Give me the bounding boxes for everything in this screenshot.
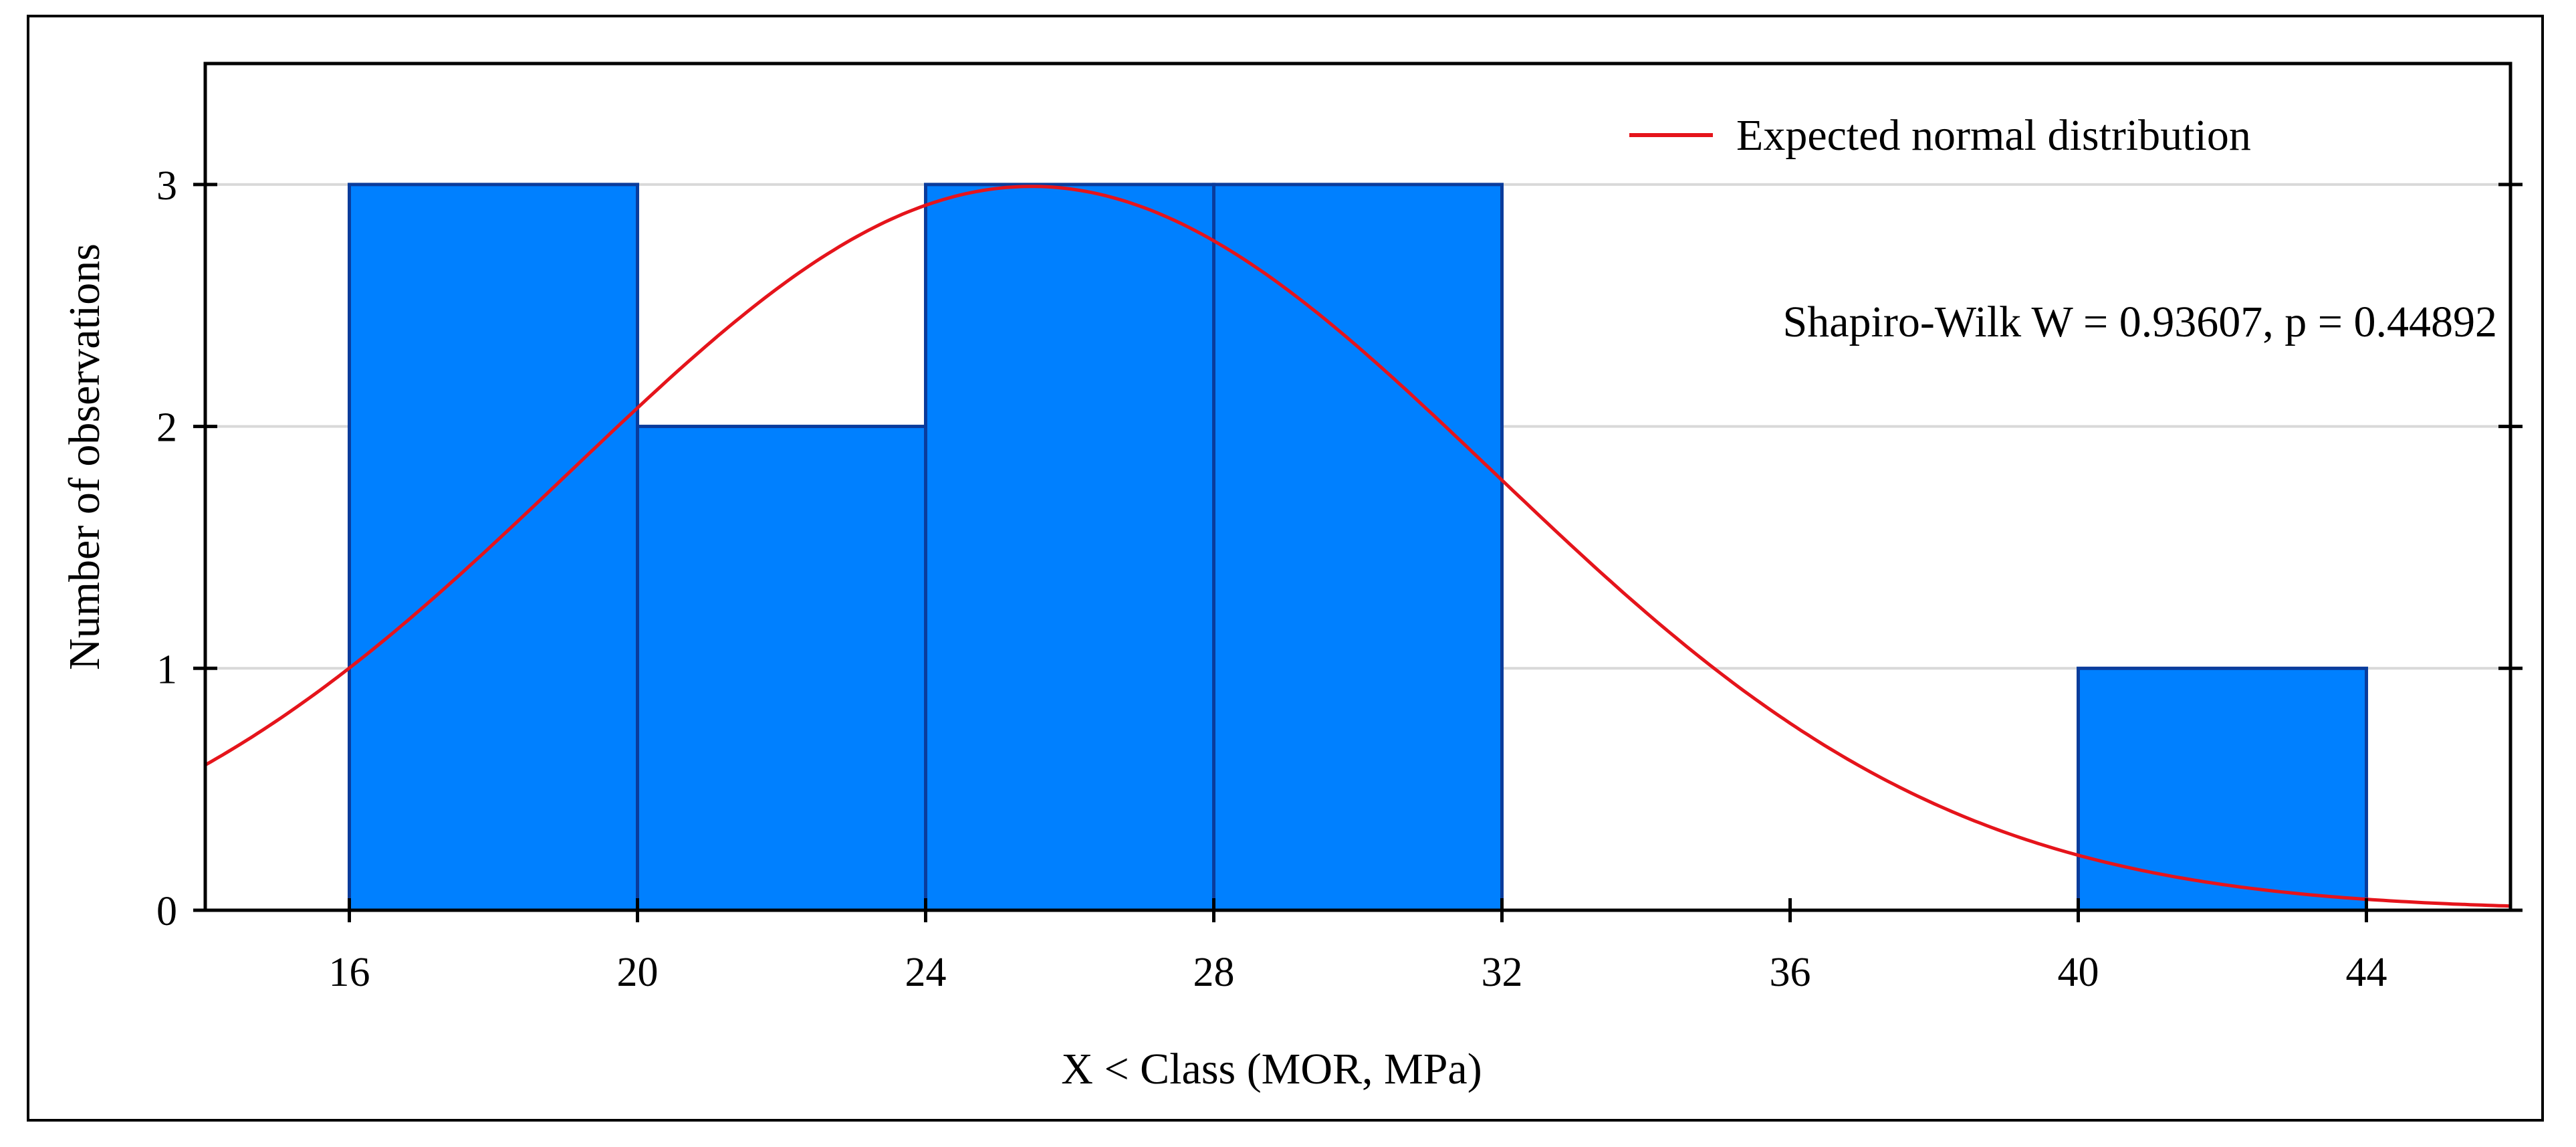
x-tick-label-40: 40 bbox=[2058, 950, 2099, 995]
histogram-bar-16-20 bbox=[348, 183, 639, 912]
chart-frame bbox=[27, 15, 2544, 1122]
x-tick-label-36: 36 bbox=[1770, 950, 1811, 995]
ticks-layer: 16 20 24 28 32 36 40 44 0 1 2 3 bbox=[156, 163, 2523, 995]
x-tick-label-44: 44 bbox=[2346, 950, 2387, 995]
plot-area-border bbox=[203, 62, 2512, 912]
normal-curve-line bbox=[204, 185, 2511, 908]
x-tick-label-32: 32 bbox=[1482, 950, 1523, 995]
x-tick-label-28: 28 bbox=[1193, 950, 1235, 995]
x-tick-label-16: 16 bbox=[329, 950, 370, 995]
x-tick-label-20: 20 bbox=[617, 950, 659, 995]
bars-layer bbox=[348, 183, 2368, 912]
x-axis-title: X < Class (MOR, MPa) bbox=[1061, 1045, 1482, 1093]
y-tick-label-0: 0 bbox=[156, 889, 177, 934]
histogram-bar-24-28 bbox=[924, 183, 1215, 912]
legend-label: Expected normal distribution bbox=[1736, 111, 2251, 160]
y-axis-title: Number of observations bbox=[60, 243, 109, 670]
y-tick-label-3: 3 bbox=[156, 163, 177, 209]
histogram-bar-40-44 bbox=[2077, 666, 2368, 912]
histogram-bar-28-32 bbox=[1212, 183, 1504, 912]
y-tick-label-1: 1 bbox=[156, 647, 177, 692]
histogram-bar-20-24 bbox=[636, 425, 927, 912]
x-tick-label-24: 24 bbox=[905, 950, 947, 995]
legend: Expected normal distribution bbox=[1629, 111, 2251, 160]
y-tick-label-2: 2 bbox=[156, 405, 177, 451]
shapiro-wilk-annotation: Shapiro-Wilk W = 0.93607, p = 0.44892 bbox=[1783, 298, 2497, 346]
